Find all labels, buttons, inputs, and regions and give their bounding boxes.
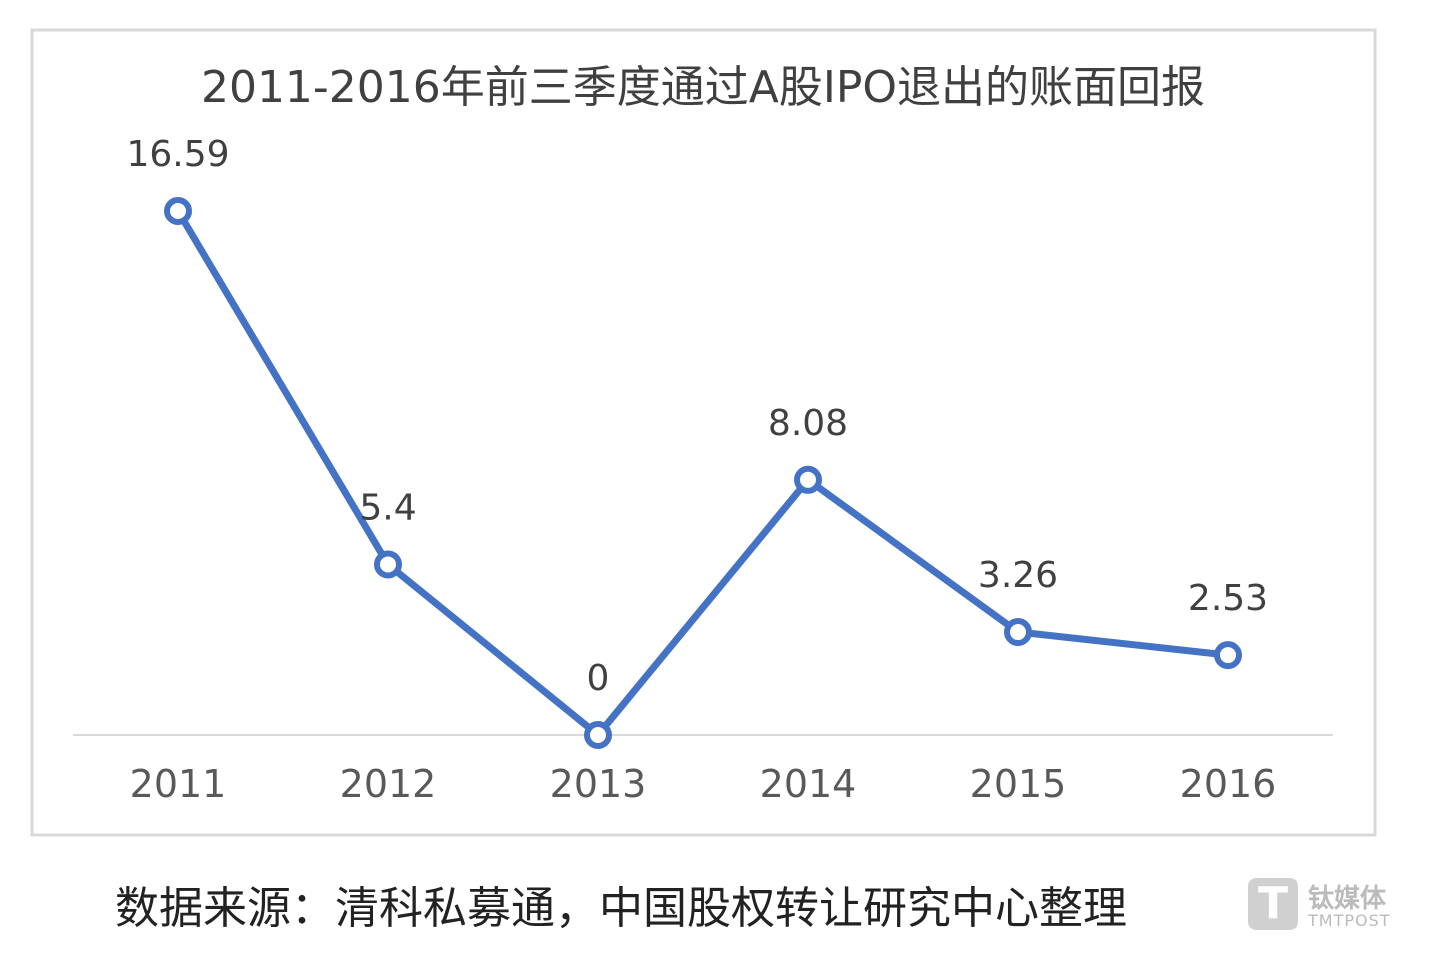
data-point-2016 (1214, 641, 1242, 670)
source-note: 数据来源：清科私募通，中国股权转让研究中心整理 (115, 883, 1127, 934)
data-point-2012 (374, 550, 402, 579)
data-point-2015 (1004, 618, 1032, 647)
x-tick-label-2011: 2011 (130, 762, 227, 806)
x-tick-label-2014: 2014 (760, 762, 857, 806)
watermark: T 钛媒体 TMTPOST (1248, 878, 1438, 934)
x-tick-label-2013: 2013 (550, 762, 647, 806)
data-label-2015: 3.26 (978, 555, 1058, 596)
data-point-2013 (584, 721, 612, 749)
data-label-2012: 5.4 (359, 487, 416, 528)
x-tick-label-2015: 2015 (970, 762, 1067, 806)
data-label-2011: 16.59 (126, 134, 229, 175)
watermark-logo: T (1248, 878, 1298, 930)
data-label-2014: 8.08 (768, 403, 848, 444)
data-label-2016: 2.53 (1188, 578, 1268, 619)
chart-title: 2011-2016年前三季度通过A股IPO退出的账面回报 (201, 62, 1205, 113)
series-line (174, 209, 1229, 739)
x-tick-label-2012: 2012 (340, 762, 437, 806)
chart-frame (30, 28, 1377, 837)
watermark-cn: 钛媒体 (1308, 884, 1387, 914)
data-label-2013: 0 (587, 658, 610, 699)
watermark-en: TMTPOST (1308, 911, 1391, 930)
data-point-2014 (794, 465, 822, 494)
data-point-2011 (164, 197, 192, 225)
x-tick-label-2016: 2016 (1180, 762, 1277, 806)
